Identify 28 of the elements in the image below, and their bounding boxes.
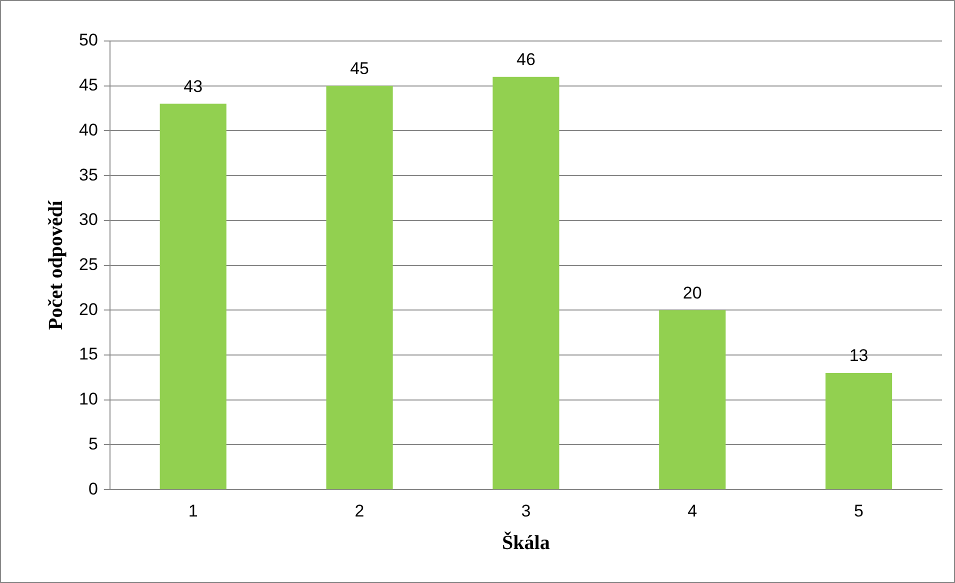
bar <box>826 372 892 490</box>
data-label: 45 <box>350 59 369 78</box>
y-tick-label: 30 <box>78 210 98 230</box>
data-label: 13 <box>849 346 868 366</box>
y-tick-label: 15 <box>78 344 98 364</box>
bar <box>659 310 726 490</box>
bar <box>492 76 560 490</box>
y-tick-label: 10 <box>78 390 98 409</box>
x-tick-label: 3 <box>521 501 531 520</box>
x-tick-label: 2 <box>354 501 364 520</box>
bar <box>326 86 393 490</box>
y-tick-label: 40 <box>78 120 98 140</box>
data-label: 43 <box>184 76 203 96</box>
y-tick-label: 5 <box>88 434 98 454</box>
y-tick-label: 45 <box>78 76 98 95</box>
data-label: 20 <box>682 283 702 302</box>
y-tick-label: 20 <box>78 300 98 319</box>
data-label: 46 <box>516 50 536 70</box>
x-axis-title: Škála <box>502 531 550 554</box>
x-tick-label: 1 <box>188 501 198 520</box>
y-tick-label: 25 <box>78 254 98 274</box>
y-tick-label: 50 <box>78 30 98 50</box>
x-tick-label: 5 <box>854 501 864 520</box>
y-tick-label: 35 <box>78 165 98 184</box>
x-tick-label: 4 <box>688 501 698 520</box>
y-axis-title: Počet odpovědí <box>45 200 68 330</box>
bar <box>160 104 226 490</box>
y-tick-label: 0 <box>88 479 98 498</box>
